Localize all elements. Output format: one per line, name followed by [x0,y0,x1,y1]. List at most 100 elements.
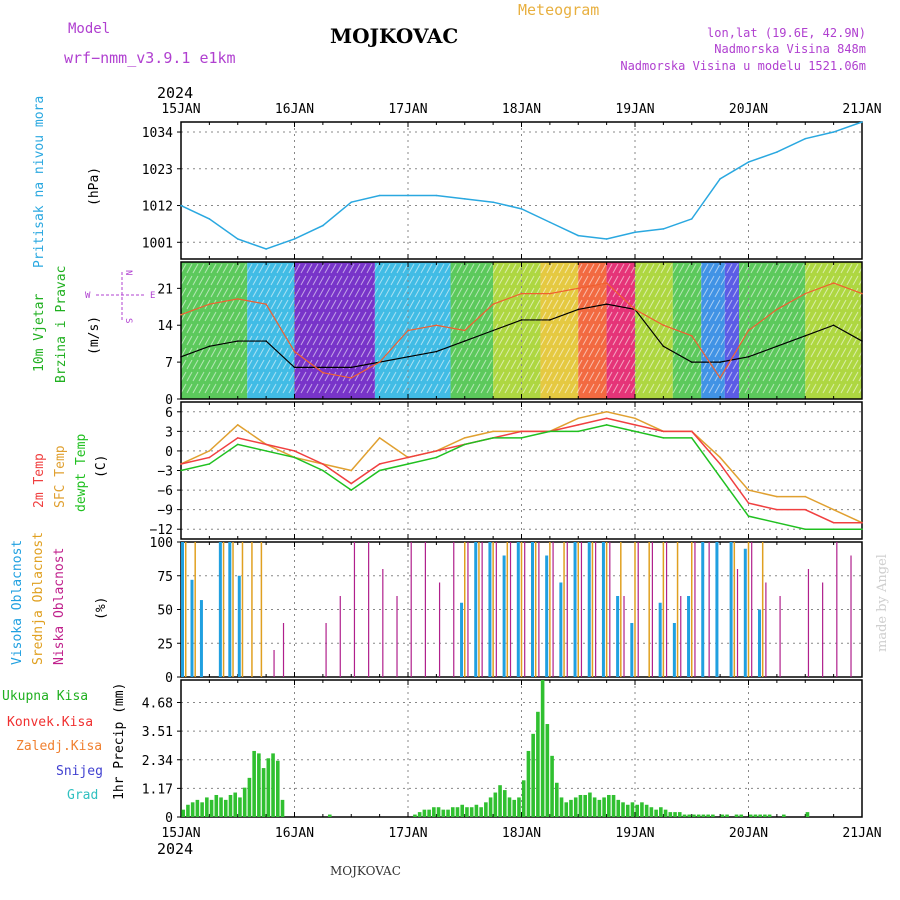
wind-barb [774,359,781,370]
wind-barb [264,263,271,274]
wind-barb [540,335,547,346]
wind-barb [420,299,427,310]
wind-barb [840,275,847,286]
wind-barb [546,263,553,274]
wind-barb [264,275,271,286]
legend-convective-rain: Konvek.Kisa [7,715,93,730]
dewpt-line-point [492,437,494,439]
wind-barb [222,371,229,382]
wind-barb [462,275,469,286]
wind-barb [408,323,415,334]
cloud-bar [601,542,605,677]
precip-bar [422,809,427,817]
wind-barb [492,263,499,274]
wind-barb [408,299,415,310]
wind-barb [504,335,511,346]
wind-barb [810,263,817,274]
wind-barb [198,275,205,286]
wind-barb [684,275,691,286]
wind-barb [594,383,601,394]
wind-barb [192,263,199,274]
wind-barb [180,275,187,286]
wind-barb [834,347,841,358]
wind-barb [534,347,541,358]
wind-barb [468,371,475,382]
wind-barb [306,383,313,394]
precip-bar [526,750,531,817]
wind-barb [630,299,637,310]
wind-barb [828,335,835,346]
wind-barb [600,359,607,370]
cloud-bar [591,542,594,677]
cloud-bar [729,542,733,677]
cloud-bar [691,542,693,677]
wind-barb [222,263,229,274]
wind-barb [378,347,385,358]
precip-bar [767,814,772,817]
wind-barb [312,335,319,346]
wind-barb [840,299,847,310]
wind-barb [336,347,343,358]
wind-barb [648,275,655,286]
precip-bar [432,807,436,817]
wind-barb [438,323,445,334]
wind-barb [744,323,751,334]
cloud-bar [807,569,810,677]
wind-gust-line-point [180,313,182,316]
wind-barb [240,299,247,310]
precip-bar [687,814,692,817]
wind-barb [708,311,715,322]
dewpt-line-point [605,424,608,426]
wind-barb [570,383,577,394]
wind-barb [276,347,283,358]
wind-barb [630,287,637,298]
wind-barb [546,287,553,298]
wind-barb [546,347,553,358]
wind-barb [564,311,571,322]
chart-panels: 1001101210231034071421−12−9−6−3036025507… [142,102,882,841]
wind-barb [576,311,583,322]
watermark: made by Angel [875,554,890,652]
wind-barb [612,359,619,370]
precip-bar [328,814,332,817]
compass-n: N [123,270,133,275]
wind-barb [726,299,733,310]
wind-barb [432,383,439,394]
wind-barb [414,311,421,322]
wind-barb [240,275,247,286]
wind-gust-line-point [208,303,211,305]
wind-barb [492,383,499,394]
precip-bar [512,799,517,817]
cloud-bar [534,542,537,677]
wind-barb [456,383,463,394]
precip-bar [280,799,285,817]
wind-barb [330,311,337,322]
wind-barb [462,299,469,310]
wind-barb [228,263,235,274]
wind-barb [234,299,241,310]
wind-barb [660,287,667,298]
wind-barb [762,371,769,382]
wind-barb [846,263,853,274]
wind-barb [846,371,853,382]
panel-frame [180,679,863,818]
precip-bar [186,804,190,817]
wind-barb [312,311,319,322]
wind-barb [390,371,397,382]
wind-barb [450,347,457,358]
wind-barb [684,287,691,298]
wind-barb [852,299,859,310]
wind-barb [288,323,295,334]
wind-barb [714,347,721,358]
wind-barb [834,287,841,298]
wind-barb [792,311,799,322]
wind-barb [816,347,823,358]
wind-barb [636,299,643,310]
wind-barb [786,311,793,322]
wind-barb [660,359,667,370]
wind-barb [408,347,415,358]
precip-bar [209,799,214,817]
wind-barb [288,299,295,310]
wind-barb [192,299,199,310]
wind-barb [516,371,523,382]
